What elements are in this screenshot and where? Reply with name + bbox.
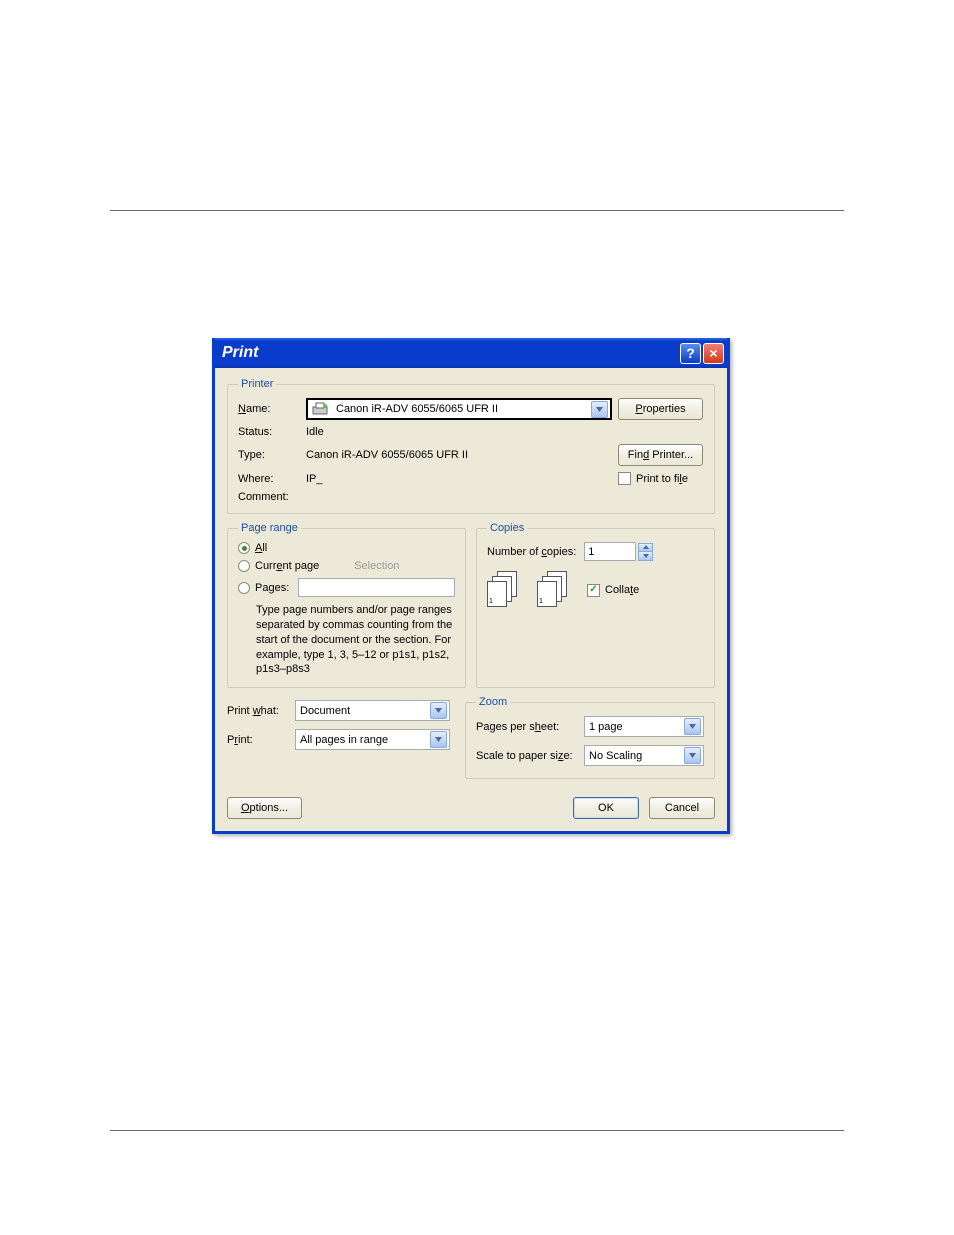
type-label: Type: [238, 449, 300, 461]
print-label: Print: [227, 734, 289, 746]
print-value: All pages in range [300, 734, 430, 746]
titlebar-title: Print [222, 344, 678, 362]
chevron-down-icon[interactable] [430, 702, 447, 719]
cancel-button[interactable]: Cancel [649, 797, 715, 819]
pps-select[interactable]: 1 page [584, 716, 704, 737]
pps-label: Pages per sheet: [476, 721, 576, 733]
type-value: Canon iR-ADV 6055/6065 UFR II [306, 449, 612, 461]
selection-label: Selection [354, 560, 399, 572]
all-label: All [255, 542, 267, 554]
scale-label: Scale to paper size: [476, 750, 576, 762]
page-divider-top [110, 210, 844, 211]
dialog-body: Printer Name: Canon iR-ADV 6055/6065 UFR… [215, 368, 727, 831]
comment-label: Comment: [238, 491, 300, 503]
spinner-down-button[interactable] [638, 552, 653, 561]
print-what-area: Print what: Document Print: All pages in… [227, 700, 455, 750]
zoom-legend: Zoom [476, 696, 510, 708]
properties-button[interactable]: Properties [618, 398, 703, 420]
print-to-file-label: Print to file [636, 473, 688, 485]
spinner-up-button[interactable] [638, 543, 653, 552]
print-what-value: Document [300, 705, 430, 717]
zoom-group: Zoom Pages per sheet: 1 page Scale to pa… [465, 696, 715, 779]
titlebar: Print ? × [215, 338, 727, 368]
checkbox-icon [587, 584, 600, 597]
help-button[interactable]: ? [680, 343, 701, 364]
radio-current[interactable] [238, 560, 250, 572]
status-value: Idle [306, 426, 612, 438]
print-what-label: Print what: [227, 705, 289, 717]
find-printer-button[interactable]: Find Printer... [618, 444, 703, 466]
pages-label: Pages: [255, 582, 289, 594]
scale-select[interactable]: No Scaling [584, 745, 704, 766]
printer-name-combo[interactable]: Canon iR-ADV 6055/6065 UFR II [306, 398, 612, 420]
printer-name-value: Canon iR-ADV 6055/6065 UFR II [336, 403, 591, 415]
num-copies-input[interactable] [584, 542, 636, 561]
options-button[interactable]: Options... [227, 797, 302, 819]
print-select[interactable]: All pages in range [295, 729, 450, 750]
pps-value: 1 page [589, 721, 684, 733]
checkbox-icon [618, 472, 631, 485]
name-label: Name: [238, 403, 300, 415]
current-page-label: Current page [255, 560, 319, 572]
print-to-file-checkbox[interactable]: Print to file [618, 472, 688, 485]
scale-value: No Scaling [589, 750, 684, 762]
chevron-down-icon[interactable] [591, 401, 608, 418]
radio-pages[interactable] [238, 582, 250, 594]
status-label: Status: [238, 426, 300, 438]
collate-label: Collate [605, 584, 639, 596]
copies-group: Copies Number of copies: 3 [476, 522, 715, 688]
printer-legend: Printer [238, 378, 276, 390]
pages-hint: Type page numbers and/or page ranges sep… [256, 603, 455, 677]
where-label: Where: [238, 473, 300, 485]
num-copies-label: Number of copies: [487, 546, 576, 558]
print-what-select[interactable]: Document [295, 700, 450, 721]
ok-button[interactable]: OK [573, 797, 639, 819]
page-range-group: Page range All Current page Selection Pa… [227, 522, 466, 688]
chevron-down-icon[interactable] [430, 731, 447, 748]
printer-icon [312, 402, 330, 416]
where-value: IP_ [306, 473, 612, 485]
pages-input[interactable] [298, 578, 455, 597]
close-button[interactable]: × [703, 343, 724, 364]
chevron-down-icon[interactable] [684, 718, 701, 735]
copies-legend: Copies [487, 522, 527, 534]
collate-illustration: 3 2 1 3 2 1 [487, 571, 569, 609]
chevron-down-icon[interactable] [684, 747, 701, 764]
page-divider-bottom [110, 1130, 844, 1131]
radio-all[interactable] [238, 542, 250, 554]
print-dialog: Print ? × Printer Name: Canon iR-ADV 605… [212, 338, 730, 834]
page-range-legend: Page range [238, 522, 301, 534]
printer-group: Printer Name: Canon iR-ADV 6055/6065 UFR… [227, 378, 715, 514]
collate-checkbox[interactable]: Collate [587, 584, 639, 597]
